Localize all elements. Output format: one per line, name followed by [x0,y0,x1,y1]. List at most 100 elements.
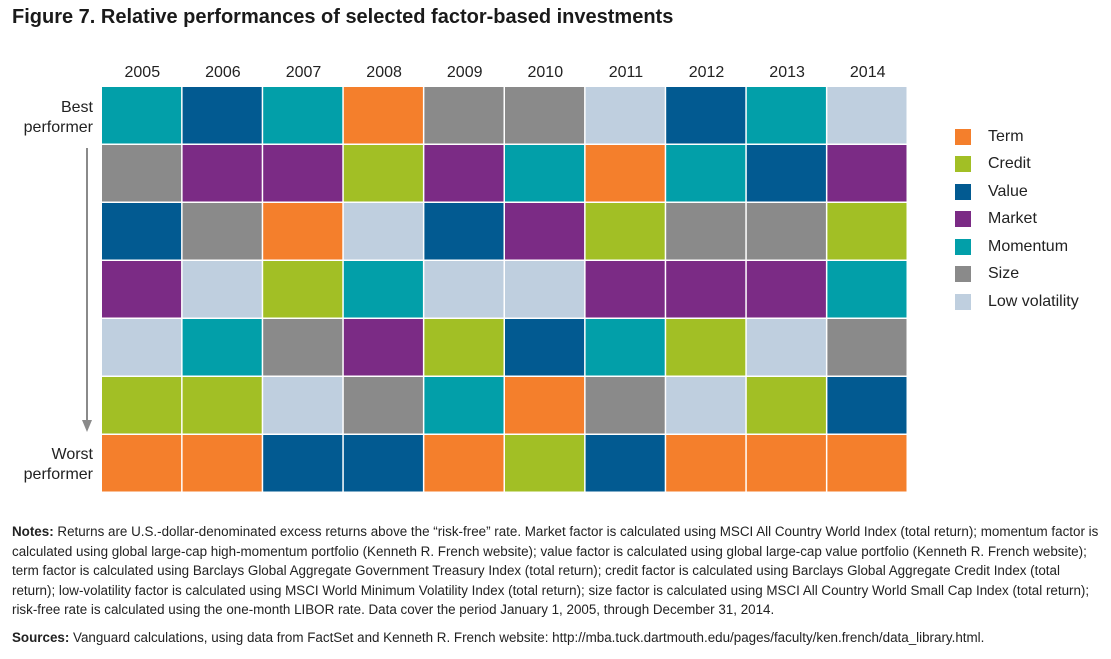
cell-2011-rank-7 [585,435,665,492]
cell-2007-rank-4 [263,261,343,318]
year-label-2009: 2009 [447,64,483,81]
year-label-2006: 2006 [205,64,241,81]
cell-2013-rank-5 [746,319,826,376]
year-label-2008: 2008 [366,64,402,81]
legend-label: Term [988,127,1024,145]
cell-2012-rank-6 [666,377,746,434]
year-label-2007: 2007 [286,64,322,81]
cell-2012-rank-4 [666,261,746,318]
legend-item-value: Value [955,178,1079,206]
legend-label: Momentum [988,237,1069,255]
legend-label: Market [988,210,1037,228]
legend-item-momentum: Momentum [955,233,1079,261]
chart-title: Figure 7. Relative performances of selec… [12,6,674,28]
cell-2009-rank-4 [424,261,504,318]
cell-2010-rank-6 [505,377,585,434]
cell-2005-rank-6 [102,377,182,434]
cell-2009-rank-2 [424,145,504,202]
cell-2005-rank-7 [102,435,182,492]
legend-swatch [955,238,971,255]
cell-2006-rank-2 [182,145,262,202]
year-label-2013: 2013 [769,64,805,81]
cell-2011-rank-1 [585,87,665,144]
cell-2014-rank-5 [827,319,907,376]
cell-2009-rank-6 [424,377,504,434]
ranking-cells [102,87,907,492]
cell-2010-rank-2 [505,145,585,202]
cell-2008-rank-1 [343,87,423,144]
cell-2012-rank-3 [666,203,746,260]
best-label-line1: Best [61,99,94,116]
cell-2014-rank-1 [827,87,907,144]
cell-2005-rank-4 [102,261,182,318]
sources-text: Vanguard calculations, using data from F… [69,630,985,645]
cell-2013-rank-4 [746,261,826,318]
legend-item-low-volatility: Low volatility [955,288,1079,316]
year-label-2011: 2011 [609,64,644,81]
legend-item-market: Market [955,206,1079,234]
cell-2014-rank-2 [827,145,907,202]
cell-2008-rank-5 [343,319,423,376]
cell-2011-rank-2 [585,145,665,202]
cell-2005-rank-1 [102,87,182,144]
best-label-line2: performer [24,119,94,136]
cell-2014-rank-4 [827,261,907,318]
year-label-2012: 2012 [689,64,725,81]
legend-swatch [955,156,971,173]
cell-2006-rank-1 [182,87,262,144]
legend-swatch [955,266,971,283]
cell-2007-rank-5 [263,319,343,376]
cell-2005-rank-3 [102,203,182,260]
cell-2010-rank-7 [505,435,585,492]
legend-swatch [955,211,971,228]
cell-2006-rank-4 [182,261,262,318]
notes: Notes: Returns are U.S.-dollar-denominat… [12,522,1100,620]
notes-label: Notes: [12,524,54,539]
cell-2009-rank-1 [424,87,504,144]
legend-label: Low volatility [988,292,1079,310]
legend-label: Value [988,182,1028,200]
worst-label-line1: Worst [52,446,94,463]
cell-2006-rank-3 [182,203,262,260]
cell-2010-rank-5 [505,319,585,376]
cell-2007-rank-2 [263,145,343,202]
legend-label: Credit [988,155,1031,173]
cell-2014-rank-3 [827,203,907,260]
cell-2007-rank-6 [263,377,343,434]
cell-2008-rank-3 [343,203,423,260]
legend-item-credit: Credit [955,151,1079,179]
year-label-2005: 2005 [125,64,161,81]
cell-2012-rank-2 [666,145,746,202]
cell-2006-rank-7 [182,435,262,492]
cell-2008-rank-6 [343,377,423,434]
cell-2011-rank-4 [585,261,665,318]
legend-label: Size [988,265,1020,283]
legend-item-term: Term [955,123,1079,151]
cell-2013-rank-1 [746,87,826,144]
cell-2008-rank-4 [343,261,423,318]
cell-2006-rank-6 [182,377,262,434]
cell-2012-rank-5 [666,319,746,376]
legend-swatch [955,293,971,310]
year-labels: 2005 2006 2007 2008 2009 2010 2011 2012 2013 2014 [125,64,886,81]
cell-2009-rank-7 [424,435,504,492]
cell-2006-rank-5 [182,319,262,376]
rank-labels: Best performer Worst performer [24,99,94,483]
legend-item-size: Size [955,261,1079,289]
cell-2007-rank-3 [263,203,343,260]
cell-2013-rank-2 [746,145,826,202]
legend-swatch [955,183,971,200]
cell-2012-rank-7 [666,435,746,492]
sources-label: Sources: [12,630,70,645]
cell-2011-rank-6 [585,377,665,434]
cell-2011-rank-5 [585,319,665,376]
cell-2013-rank-7 [746,435,826,492]
cell-2008-rank-2 [343,145,423,202]
legend-swatch [955,128,971,145]
cell-2013-rank-3 [746,203,826,260]
cell-2010-rank-1 [505,87,585,144]
cell-2005-rank-5 [102,319,182,376]
cell-2012-rank-1 [666,87,746,144]
cell-2010-rank-3 [505,203,585,260]
cell-2011-rank-3 [585,203,665,260]
